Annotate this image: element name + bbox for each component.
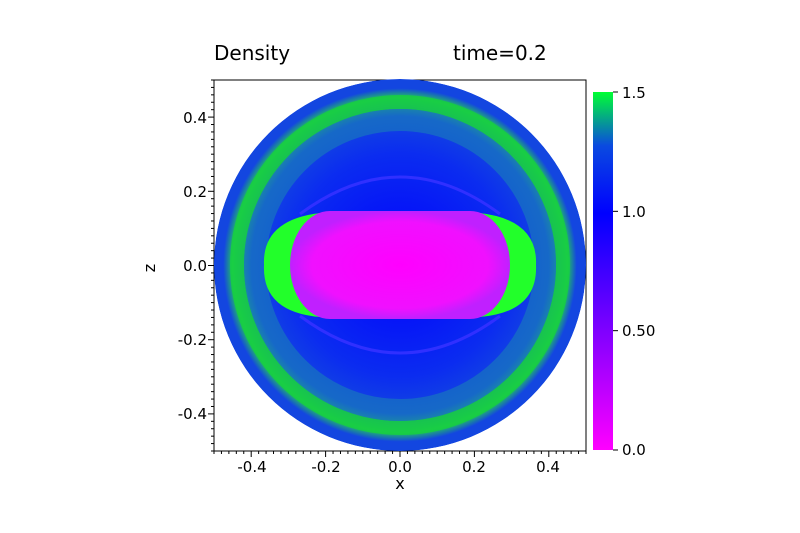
x-axis-label: x [395,474,404,493]
x-tick-label: 0.0 [388,458,412,476]
colorbar-tick-labels: 1.5 1.0 0.50 0.0 [622,84,655,459]
y-tick-label: 0.4 [183,109,207,127]
y-tick-labels: 0.4 0.2 0.0 -0.2 -0.4 [178,109,207,423]
chart-title: Density [214,41,290,65]
colorbar-tick-label: 0.0 [622,441,646,459]
y-axis-ticks [208,79,214,452]
colorbar-tick-label: 0.50 [622,322,655,340]
x-tick-label: 0.4 [536,458,560,476]
y-tick-label: -0.2 [178,331,207,349]
y-tick-label: 0.0 [183,257,207,275]
colorbar-ticks [613,91,618,451]
colorbar [593,92,613,450]
x-axis-ticks [213,451,587,457]
colorbar-tick-label: 1.0 [622,203,646,221]
inner-arc-top [299,175,501,216]
shell-inner-glow [244,109,556,421]
inner-arc-bottom [299,314,501,355]
y-axis-label: z [140,264,159,272]
x-tick-label: -0.2 [311,458,340,476]
y-tick-label: -0.4 [178,405,207,423]
x-tick-labels: -0.4 -0.2 0.0 0.2 0.4 [237,458,560,476]
chart-subtitle: time=0.2 [453,41,547,65]
x-tick-label: 0.2 [462,458,486,476]
y-tick-label: 0.2 [183,183,207,201]
low-density-core [290,211,510,319]
x-tick-label: -0.4 [237,458,266,476]
density-field [214,79,586,451]
colorbar-tick-label: 1.5 [622,84,646,102]
dense-shell-ring [230,95,570,435]
